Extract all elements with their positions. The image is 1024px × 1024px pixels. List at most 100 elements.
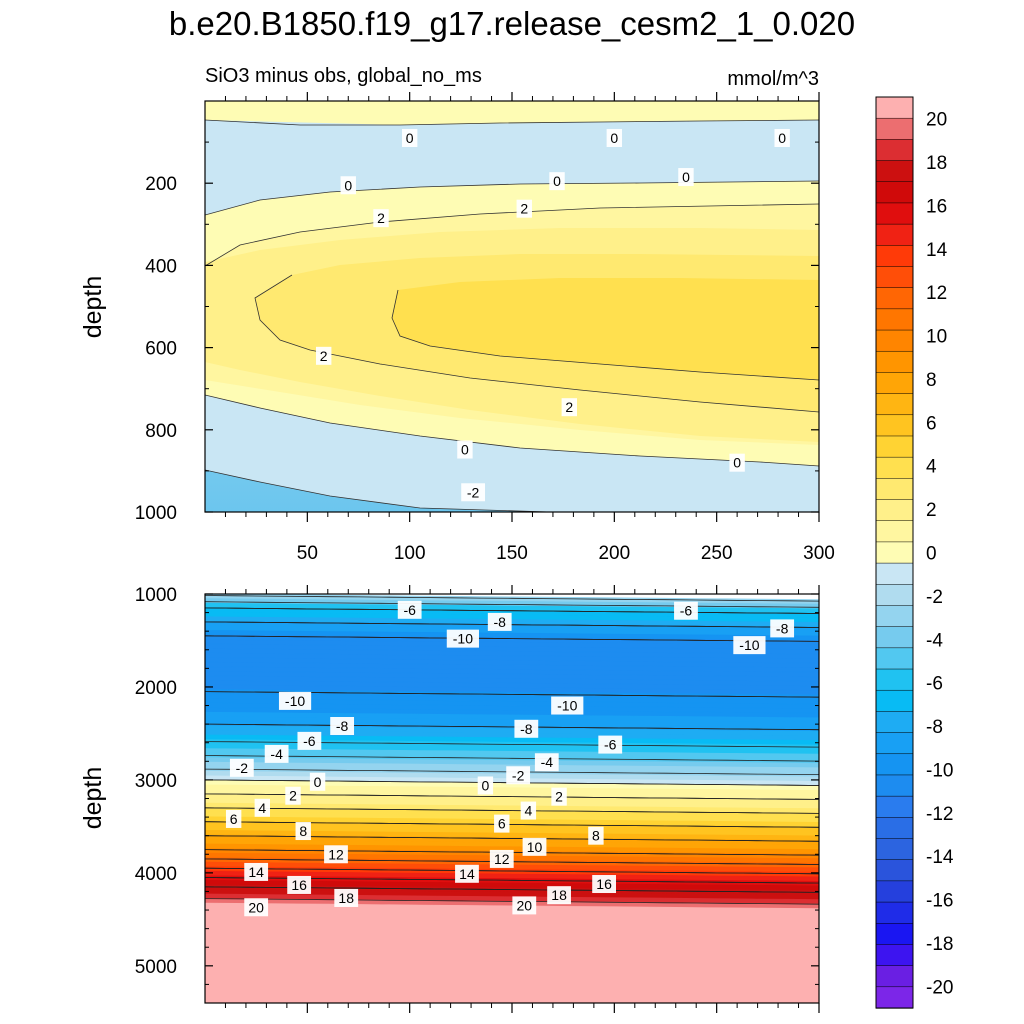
upper-contour-label: 2: [565, 399, 573, 415]
colorbar-bin: [875, 160, 914, 183]
lower-contour-label: 16: [291, 877, 307, 893]
lower-contour-label: 0: [481, 777, 489, 793]
lower-contour-label: 10: [527, 839, 543, 855]
colorbar-tick-label: 10: [926, 327, 947, 348]
lower-contour-label: 20: [248, 899, 264, 915]
lower-contour-label: -6: [604, 737, 617, 753]
colorbar-bin: [875, 605, 914, 628]
lower-contour-label: 14: [459, 866, 475, 882]
colorbar-tick-label: -4: [926, 630, 943, 651]
lower-contour-label-bg: [244, 862, 269, 881]
upper-contour-label: 0: [682, 169, 690, 185]
upper-contour-label: 2: [520, 201, 528, 217]
lower-contour-label: 8: [299, 823, 307, 839]
lower-contour-label: 2: [555, 789, 563, 805]
lower-contour-label: 18: [551, 887, 567, 903]
lower-contour-line: [205, 898, 819, 905]
colorbar-bin: [875, 456, 914, 480]
upper-field-4-5: [392, 278, 819, 380]
lower-contour-label: -6: [303, 733, 316, 749]
colorbar-bin: [875, 965, 914, 988]
lower-y-tick-label: 3000: [135, 771, 177, 792]
upper-contour-labels: 0 0 0 0 0 0 2 2 2 2 0 0 -2: [316, 128, 790, 502]
lower-contour-line: [205, 867, 819, 875]
lower-contour-label: 2: [289, 788, 297, 804]
lower-contour-label: -6: [403, 602, 416, 618]
upper-contour-label-bg: [316, 346, 332, 365]
colorbar-bin: [875, 711, 914, 734]
colorbar-bins: [875, 96, 914, 1009]
colorbar-bin: [875, 329, 914, 352]
upper-contour-label-bg: [606, 128, 623, 147]
lower-contour-label: -8: [493, 614, 506, 630]
colorbar-tick-label: 16: [926, 196, 947, 217]
colorbar-bin: [875, 795, 914, 818]
upper-contour-label-bg: [729, 453, 745, 472]
lower-contour-label-bg: [506, 766, 531, 785]
colorbar-bin: [875, 732, 914, 755]
lower-contour-label-bg: [309, 772, 326, 791]
lower-contour-line: [205, 635, 819, 642]
colorbar-bin: [875, 668, 914, 691]
lower-y-axis-label: depth: [79, 767, 107, 830]
colorbar-bin: [875, 541, 914, 564]
lower-contour-label: 12: [494, 851, 510, 867]
lower-contour-label-bg: [264, 744, 289, 763]
colorbar-tick-label: -6: [926, 674, 943, 695]
upper-contour-label-bg: [340, 176, 356, 195]
upper-field-0-1: [205, 101, 819, 125]
upper-contour-label: 0: [344, 177, 352, 193]
colorbar-bin: [875, 647, 914, 670]
upper-contour-label-bg: [373, 209, 389, 228]
colorbar-bin: [875, 181, 914, 204]
lower-band-max: [205, 909, 819, 1003]
upper-contour-label: 2: [377, 210, 385, 226]
upper-y-axis-label: depth: [79, 276, 107, 339]
lower-contour-label-bg: [514, 719, 539, 738]
lower-contour-labels: -6-8-10-6-8-10-10-8-6-4-2024681214161820…: [225, 600, 795, 917]
upper-contour-label: 0: [553, 173, 561, 189]
colorbar-bin: [875, 944, 914, 967]
colorbar-bin: [875, 266, 914, 289]
lower-contour-label-bg: [254, 798, 271, 817]
lower-contour-label-bg: [295, 822, 311, 841]
lower-contour-label: 18: [338, 890, 354, 906]
lower-contour-label-bg: [598, 735, 623, 754]
colorbar-tick-label: -2: [926, 587, 943, 608]
lower-contour-label-bg: [522, 837, 547, 856]
lower-contour-label-bg: [489, 849, 514, 868]
lower-contour-label: -4: [541, 754, 554, 770]
colorbar-tick-label: -18: [926, 934, 953, 955]
upper-y-tick-label: 400: [145, 256, 177, 277]
colorbar-bin: [875, 139, 914, 162]
lower-contour-line: [205, 755, 819, 762]
lower-contour-label: 14: [248, 864, 264, 880]
lower-contour-label-bg: [551, 696, 584, 715]
upper-x-tick-label: 150: [496, 543, 528, 564]
lower-contour-label-bg: [324, 845, 348, 864]
lower-contour-label: 6: [498, 816, 506, 832]
lower-contour-label-bg: [397, 600, 422, 619]
lower-y-tick-label: 1000: [135, 585, 177, 606]
lower-contour-label-bg: [297, 731, 322, 750]
lower-contour-label: 16: [596, 876, 612, 892]
colorbar-bin: [875, 520, 914, 543]
lower-contour-label: -8: [336, 718, 349, 734]
chart-subtitle: SiO3 minus obs, global_no_ms: [205, 65, 482, 87]
colorbar-bin: [875, 202, 914, 225]
lower-contour-label-bg: [588, 826, 604, 845]
colorbar-tick-label: 6: [926, 413, 937, 434]
lower-contour-label: 0: [314, 774, 322, 790]
lower-contour-label-bg: [287, 875, 312, 894]
lower-contour-label: -10: [285, 693, 305, 709]
lower-contour-label: -10: [453, 631, 473, 647]
lower-contour-label-bg: [330, 716, 355, 735]
colorbar-bin: [875, 245, 914, 268]
lower-contour-label-bg: [494, 814, 510, 833]
lower-y-tick-label: 4000: [135, 864, 177, 885]
upper-contour-label: 0: [733, 455, 741, 471]
upper-contour-label-bg: [461, 483, 486, 502]
lower-contour-label: -8: [776, 620, 789, 636]
upper-contour-label: 0: [406, 130, 414, 146]
colorbar-labels: -20-18-16-14-12-10-8-6-4-202468101214161…: [926, 110, 954, 999]
